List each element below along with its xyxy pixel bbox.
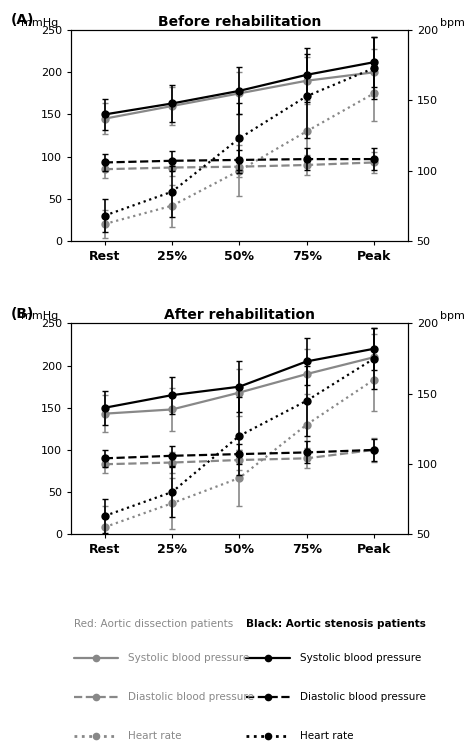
Text: (A): (A) bbox=[10, 14, 34, 27]
Text: Heart rate: Heart rate bbox=[300, 731, 354, 741]
Text: Diastolic blood pressure: Diastolic blood pressure bbox=[128, 692, 254, 702]
Text: (B): (B) bbox=[10, 307, 34, 320]
Text: Heart rate: Heart rate bbox=[128, 731, 182, 741]
Text: mmHg: mmHg bbox=[21, 18, 58, 28]
Text: Systolic blood pressure: Systolic blood pressure bbox=[300, 653, 421, 664]
Text: bpm: bpm bbox=[440, 311, 465, 321]
Text: Systolic blood pressure: Systolic blood pressure bbox=[128, 653, 250, 664]
Text: mmHg: mmHg bbox=[21, 311, 58, 321]
Text: Black: Aortic stenosis patients: Black: Aortic stenosis patients bbox=[246, 619, 426, 630]
Title: Before rehabilitation: Before rehabilitation bbox=[158, 15, 321, 29]
Text: Red: Aortic dissection patients: Red: Aortic dissection patients bbox=[74, 619, 234, 630]
Text: bpm: bpm bbox=[440, 18, 465, 28]
Text: Diastolic blood pressure: Diastolic blood pressure bbox=[300, 692, 426, 702]
Title: After rehabilitation: After rehabilitation bbox=[164, 308, 315, 322]
